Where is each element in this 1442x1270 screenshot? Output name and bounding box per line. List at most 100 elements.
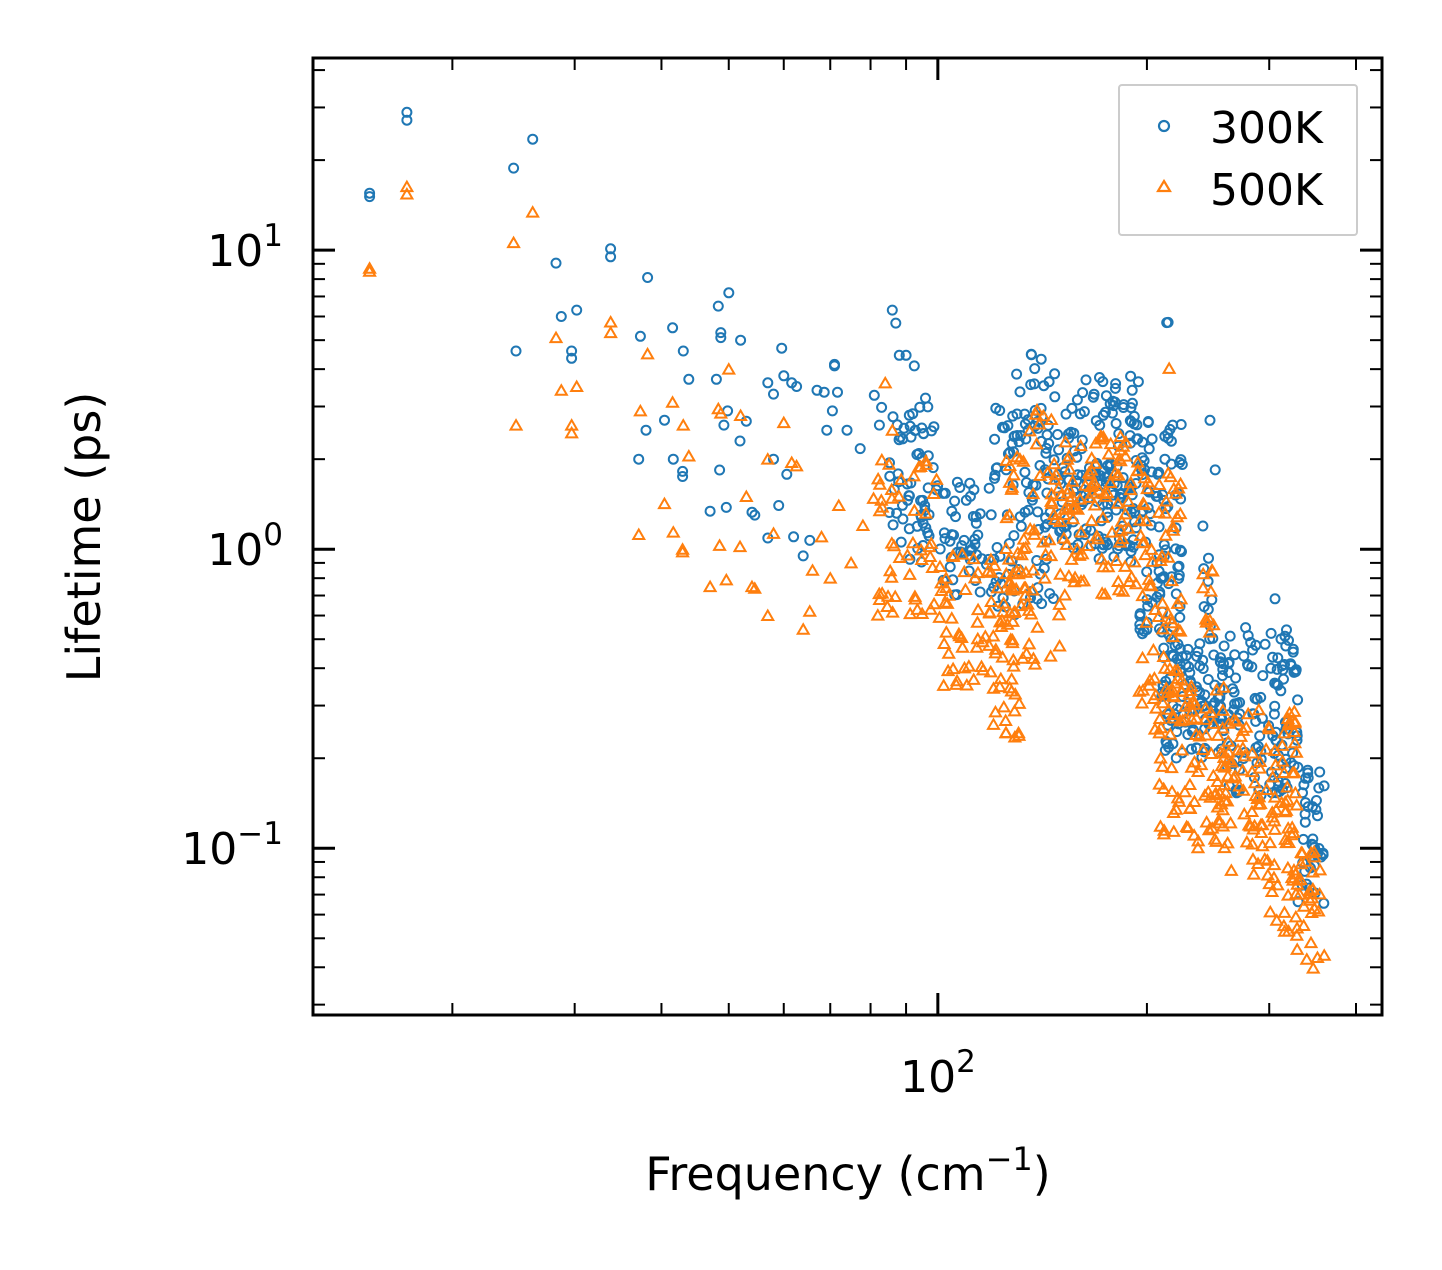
data-point-300k bbox=[1125, 370, 1137, 382]
data-point-300k bbox=[1007, 479, 1019, 491]
data-point-500k bbox=[1036, 408, 1051, 422]
legend-label-300k: 300K bbox=[1210, 103, 1324, 154]
data-point-300k bbox=[1019, 408, 1031, 420]
data-point-500k bbox=[1004, 672, 1019, 685]
data-point-300k bbox=[1132, 376, 1144, 388]
data-point-500k bbox=[1114, 514, 1130, 527]
data-point-300k bbox=[1166, 571, 1178, 583]
data-point-500k bbox=[1046, 456, 1062, 470]
data-point-500k bbox=[1073, 438, 1088, 452]
data-point-500k bbox=[1253, 796, 1268, 810]
data-point-300k bbox=[887, 519, 899, 531]
data-point-300k bbox=[1287, 646, 1299, 658]
data-point-500k bbox=[1042, 532, 1057, 546]
data-point-500k bbox=[1299, 952, 1315, 965]
data-point-500k bbox=[1298, 854, 1313, 867]
data-point-500k bbox=[1182, 687, 1197, 700]
y-tick-label-0.1: 10−1 bbox=[181, 816, 283, 875]
data-point-500k bbox=[1286, 724, 1302, 738]
data-point-500k bbox=[1260, 868, 1276, 881]
data-point-300k bbox=[1043, 376, 1055, 388]
data-point-500k bbox=[1239, 834, 1255, 848]
data-point-300k bbox=[773, 500, 785, 511]
data-point-300k bbox=[1143, 443, 1155, 455]
data-point-300k bbox=[1257, 670, 1269, 682]
data-point-500k bbox=[1052, 597, 1067, 610]
data-point-300k bbox=[1203, 552, 1214, 564]
data-point-300k bbox=[1008, 530, 1020, 542]
data-point-300k bbox=[1215, 652, 1226, 664]
data-point-300k bbox=[1174, 611, 1186, 623]
data-point-300k bbox=[1072, 469, 1084, 481]
data-point-300k bbox=[1223, 656, 1235, 668]
data-point-500k bbox=[1166, 523, 1181, 536]
data-point-500k bbox=[1006, 652, 1021, 666]
data-point-500k bbox=[988, 642, 1004, 655]
legend-marker-300k bbox=[1157, 119, 1171, 133]
data-point-500k bbox=[399, 179, 415, 193]
data-point-300k bbox=[1052, 429, 1064, 440]
data-point-500k bbox=[1110, 496, 1126, 509]
data-point-500k bbox=[1206, 617, 1221, 631]
data-point-500k bbox=[1069, 542, 1085, 555]
data-point-300k bbox=[873, 419, 885, 431]
data-point-500k bbox=[1183, 697, 1198, 710]
data-point-500k bbox=[1206, 768, 1221, 782]
data-point-500k bbox=[1006, 659, 1021, 672]
data-point-500k bbox=[1290, 873, 1306, 886]
data-point-300k bbox=[714, 464, 726, 476]
data-point-500k bbox=[1140, 481, 1155, 495]
data-point-300k bbox=[1166, 649, 1178, 661]
data-point-500k bbox=[1177, 784, 1193, 798]
data-point-300k bbox=[1182, 643, 1194, 655]
data-point-500k bbox=[866, 491, 881, 504]
data-point-300k bbox=[1077, 387, 1089, 399]
data-point-300k bbox=[1176, 459, 1188, 470]
data-point-500k bbox=[1101, 447, 1116, 460]
data-point-300k bbox=[555, 311, 567, 322]
data-point-500k bbox=[1060, 485, 1075, 499]
data-point-500k bbox=[1203, 584, 1219, 597]
legend-label-500k: 500K bbox=[1210, 165, 1324, 216]
data-point-500k bbox=[1277, 905, 1292, 918]
data-point-300k bbox=[1254, 730, 1266, 742]
data-point-300k bbox=[960, 494, 972, 506]
data-point-300k bbox=[1048, 454, 1060, 466]
y-tick-base: 10 bbox=[207, 525, 263, 576]
data-point-500k bbox=[676, 418, 691, 431]
data-point-500k bbox=[1141, 678, 1157, 691]
data-point-500k bbox=[874, 452, 890, 466]
data-point-300k bbox=[401, 114, 413, 126]
y-tick-exp: 1 bbox=[263, 218, 283, 254]
data-point-300k bbox=[1198, 563, 1210, 575]
data-point-500k bbox=[1193, 757, 1209, 771]
data-point-500k bbox=[1251, 702, 1267, 716]
data-point-300k bbox=[1218, 640, 1230, 652]
data-point-500k bbox=[969, 640, 984, 653]
data-point-500k bbox=[1100, 485, 1115, 499]
data-point-500k bbox=[1161, 702, 1176, 715]
data-point-500k bbox=[1292, 887, 1307, 900]
data-point-500k bbox=[1220, 793, 1235, 807]
data-point-500k bbox=[1161, 550, 1176, 563]
data-point-500k bbox=[739, 489, 754, 503]
data-point-500k bbox=[998, 713, 1013, 726]
data-point-500k bbox=[1187, 754, 1202, 768]
data-point-500k bbox=[1022, 423, 1037, 437]
data-point-500k bbox=[945, 661, 961, 675]
data-point-300k bbox=[1150, 490, 1162, 502]
data-point-500k bbox=[1164, 615, 1180, 629]
data-point-300k bbox=[1157, 489, 1168, 501]
data-point-300k bbox=[1110, 378, 1122, 390]
data-point-300k bbox=[997, 421, 1008, 433]
data-point-500k bbox=[1247, 775, 1263, 789]
data-point-500k bbox=[1160, 465, 1176, 479]
data-point-500k bbox=[1073, 524, 1089, 538]
data-point-500k bbox=[922, 539, 937, 553]
data-point-500k bbox=[1000, 617, 1015, 630]
data-point-500k bbox=[1002, 458, 1018, 472]
data-point-500k bbox=[941, 646, 956, 659]
data-point-500k bbox=[1158, 528, 1173, 541]
data-point-500k bbox=[1166, 711, 1181, 724]
data-point-500k bbox=[1197, 712, 1213, 725]
